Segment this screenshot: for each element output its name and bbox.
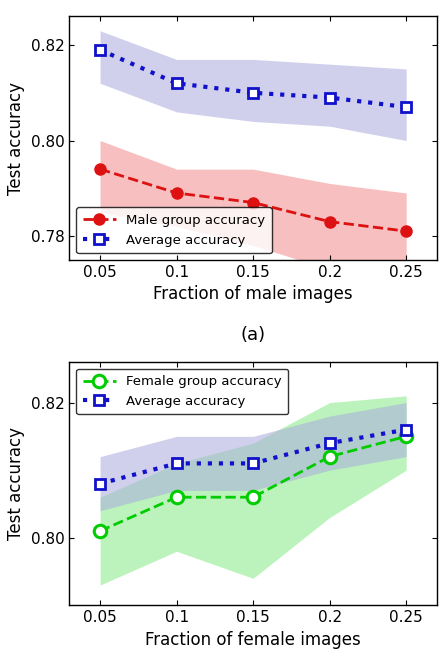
Y-axis label: Test accuracy: Test accuracy xyxy=(7,427,25,540)
Text: (a): (a) xyxy=(241,326,266,343)
X-axis label: Fraction of female images: Fraction of female images xyxy=(145,631,361,649)
Legend: Male group accuracy, Average accuracy: Male group accuracy, Average accuracy xyxy=(76,207,272,253)
Legend: Female group accuracy, Average accuracy: Female group accuracy, Average accuracy xyxy=(76,368,289,415)
Y-axis label: Test accuracy: Test accuracy xyxy=(7,82,25,195)
X-axis label: Fraction of male images: Fraction of male images xyxy=(153,285,353,303)
